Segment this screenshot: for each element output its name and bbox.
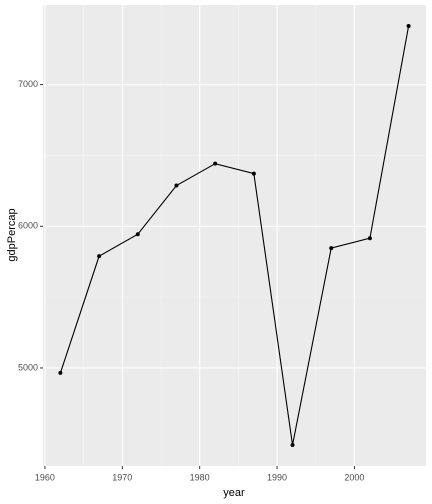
point	[97, 254, 102, 259]
point	[174, 183, 179, 188]
line	[59, 25, 410, 446]
panel	[43, 5, 426, 466]
x-tick-label: 1960	[35, 472, 55, 482]
point	[213, 161, 218, 166]
point	[367, 236, 372, 241]
point	[251, 171, 256, 176]
point	[58, 370, 63, 375]
point	[135, 232, 140, 237]
y-tick-label: 6000	[18, 221, 38, 231]
point	[329, 246, 334, 251]
y-tick-label: 7000	[18, 79, 38, 89]
point	[290, 443, 295, 448]
x-tick-label: 1970	[112, 472, 132, 482]
y-tick-label: 5000	[18, 362, 38, 372]
x-tick-label: 1990	[267, 472, 287, 482]
x-tick-label: 1980	[190, 472, 210, 482]
x-axis-title: year	[223, 487, 245, 499]
x-tick-label: 2000	[344, 472, 364, 482]
y-axis-title: gdpPercap	[6, 208, 18, 261]
point	[406, 23, 411, 28]
